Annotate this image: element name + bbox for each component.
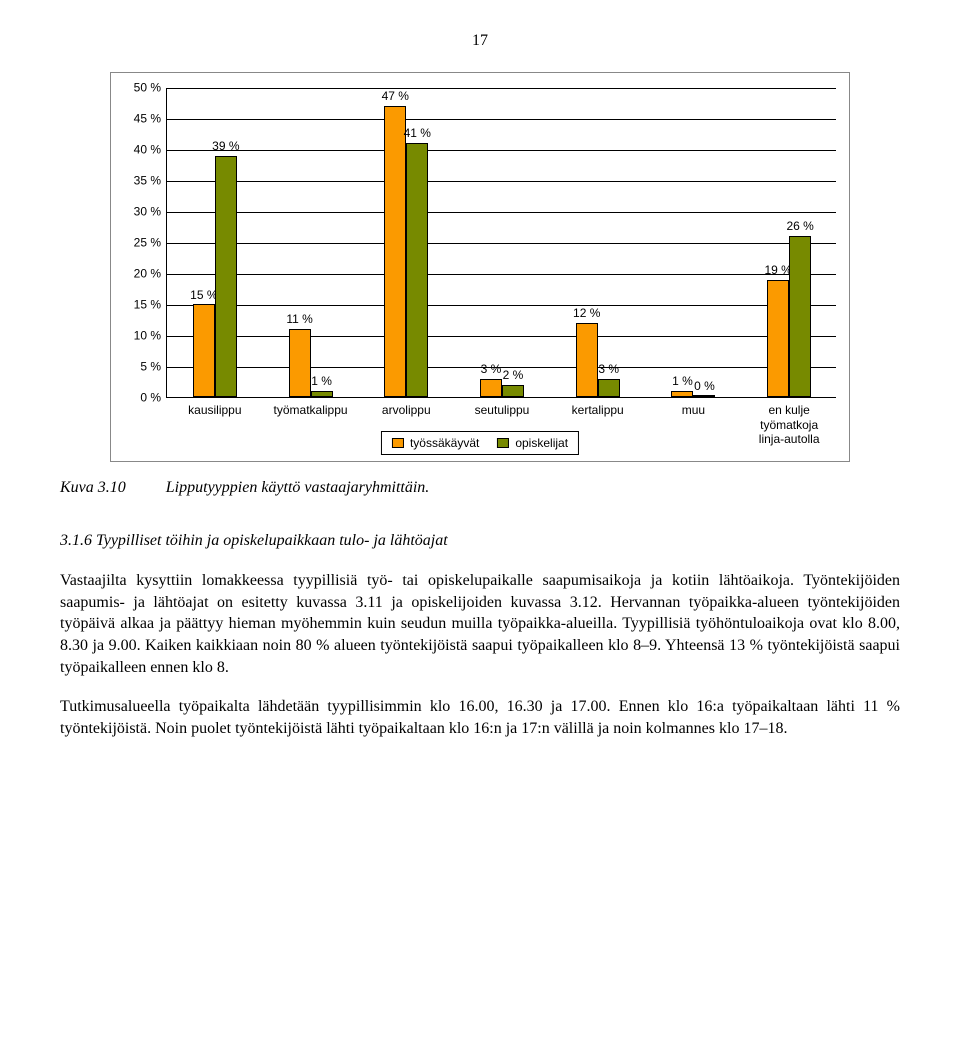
- legend-swatch: [497, 438, 509, 448]
- bar: 0 %: [693, 395, 715, 397]
- gridline: [167, 336, 836, 337]
- figure-caption: Kuva 3.10 Lipputyyppien käyttö vastaajar…: [60, 477, 900, 499]
- bar: 3 %: [598, 379, 620, 398]
- bar-value-label: 26 %: [786, 218, 813, 235]
- x-axis-label: työmatkalippu: [263, 403, 359, 417]
- x-axis-label: kertalippu: [550, 403, 646, 417]
- body-paragraph: Tutkimusalueella työpaikalta lähdetään t…: [60, 696, 900, 739]
- bar-value-label: 3 %: [598, 361, 619, 378]
- bar-value-label: 3 %: [481, 361, 502, 378]
- bar-group: 1 %0 %: [671, 391, 715, 397]
- figure-text: Lipputyyppien käyttö vastaajaryhmittäin.: [166, 477, 430, 499]
- bar-value-label: 12 %: [573, 305, 600, 322]
- y-axis-tick: 30 %: [111, 204, 161, 221]
- y-axis-tick: 35 %: [111, 173, 161, 190]
- bar-value-label: 11 %: [286, 311, 312, 328]
- y-axis-tick: 5 %: [111, 359, 161, 376]
- bar-value-label: 19 %: [764, 262, 791, 279]
- legend-item: työssäkäyvät: [392, 435, 479, 452]
- bar-value-label: 0 %: [694, 378, 715, 395]
- bar-group: 11 %1 %: [289, 329, 333, 397]
- legend-item: opiskelijat: [497, 435, 568, 452]
- y-axis-tick: 0 %: [111, 390, 161, 407]
- bar: 1 %: [311, 391, 333, 397]
- bar-value-label: 41 %: [404, 125, 431, 142]
- gridline: [167, 181, 836, 182]
- gridline: [167, 274, 836, 275]
- bar: 47 %: [384, 106, 406, 397]
- bar: 41 %: [406, 143, 428, 397]
- gridline: [167, 243, 836, 244]
- chart-legend: työssäkäyvät opiskelijat: [381, 431, 579, 456]
- x-axis-label: muu: [646, 403, 742, 417]
- bar-value-label: 47 %: [382, 88, 409, 105]
- y-axis-tick: 45 %: [111, 111, 161, 128]
- x-axis-label: en kulje työmatkojalinja-autolla: [741, 403, 837, 446]
- figure-number: Kuva 3.10: [60, 477, 126, 499]
- legend-label: työssäkäyvät: [410, 435, 479, 452]
- bar: 1 %: [671, 391, 693, 397]
- bar-value-label: 1 %: [311, 373, 332, 390]
- bar: 19 %: [767, 280, 789, 398]
- y-axis-tick: 25 %: [111, 235, 161, 252]
- y-axis-tick: 50 %: [111, 80, 161, 97]
- bar: 11 %: [289, 329, 311, 397]
- bar-group: 19 %26 %: [767, 236, 811, 397]
- gridline: [167, 305, 836, 306]
- bar-value-label: 39 %: [212, 138, 239, 155]
- bar: 2 %: [502, 385, 524, 397]
- section-heading: 3.1.6 Tyypilliset töihin ja opiskelupaik…: [60, 530, 900, 552]
- x-axis-label: kausilippu: [167, 403, 263, 417]
- bar-value-label: 15 %: [190, 287, 217, 304]
- bar: 3 %: [480, 379, 502, 398]
- legend-swatch: [392, 438, 404, 448]
- gridline: [167, 212, 836, 213]
- page-number: 17: [60, 30, 900, 52]
- x-axis-label: seutulippu: [454, 403, 550, 417]
- bar-group: 47 %41 %: [384, 106, 428, 397]
- body-paragraph: Vastaajilta kysyttiin lomakkeessa tyypil…: [60, 570, 900, 678]
- gridline: [167, 150, 836, 151]
- y-axis-tick: 15 %: [111, 297, 161, 314]
- bar-group: 3 %2 %: [480, 379, 524, 398]
- y-axis-tick: 10 %: [111, 328, 161, 345]
- bar: 39 %: [215, 156, 237, 398]
- y-axis-tick: 20 %: [111, 266, 161, 283]
- bar-value-label: 2 %: [503, 367, 524, 384]
- legend-label: opiskelijat: [515, 435, 568, 452]
- bar: 26 %: [789, 236, 811, 397]
- gridline: [167, 88, 836, 89]
- y-axis-tick: 40 %: [111, 142, 161, 159]
- bar: 12 %: [576, 323, 598, 397]
- bar: 15 %: [193, 304, 215, 397]
- bar-value-label: 1 %: [672, 373, 693, 390]
- gridline: [167, 119, 836, 120]
- x-axis-label: arvolippu: [358, 403, 454, 417]
- bar-chart: 0 % 5 % 10 % 15 % 20 % 25 % 30 % 35 % 40 % 45 % 50…: [110, 72, 850, 462]
- bar-group: 15 %39 %: [193, 156, 237, 398]
- bar-group: 12 %3 %: [576, 323, 620, 397]
- plot-area: 0 %5 %10 %15 %20 %25 %30 %35 %40 %45 %50…: [166, 88, 836, 398]
